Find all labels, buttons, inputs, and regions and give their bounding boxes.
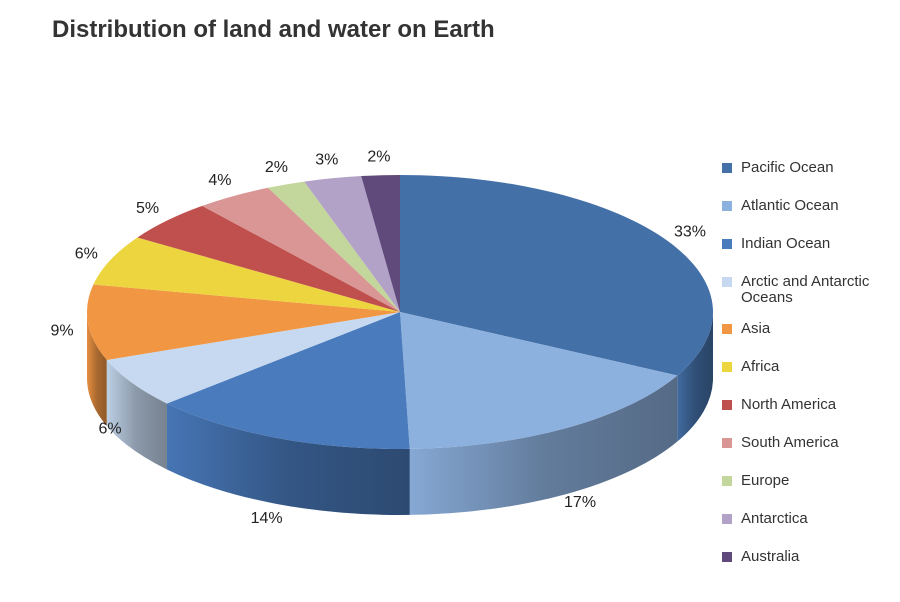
- legend-swatch: [722, 163, 732, 173]
- legend-label: North America: [741, 396, 837, 413]
- legend-item: Pacific Ocean: [722, 160, 897, 176]
- legend-swatch: [722, 201, 732, 211]
- legend-label: Indian Ocean: [741, 235, 831, 252]
- pie-labels: 33% 17% 14% 6% 9% 6% 5% 4% 2% 3% 2%: [50, 148, 706, 527]
- legend-swatch: [722, 514, 732, 524]
- legend-item: Indian Ocean: [722, 236, 897, 252]
- legend-item: Africa: [722, 359, 897, 375]
- data-label: 6%: [98, 420, 121, 437]
- legend-item: Australia: [722, 549, 897, 565]
- legend-item: Arctic and Antarctic Oceans: [722, 274, 897, 306]
- pie-slice-south-america[interactable]: [202, 187, 400, 312]
- legend-label: Atlantic Ocean: [741, 197, 839, 214]
- pie-slice-atlantic-ocean[interactable]: [400, 312, 678, 449]
- pie-side-shade: [106, 359, 167, 470]
- legend-item: North America: [722, 397, 897, 413]
- legend-swatch: [722, 400, 732, 410]
- pie-side-shade: [409, 375, 678, 515]
- legend-item: South America: [722, 435, 897, 451]
- pie-slice-indian-ocean[interactable]: [166, 312, 410, 449]
- data-label: 2%: [367, 148, 390, 165]
- pie-side-shade: [166, 403, 410, 515]
- data-label: 3%: [315, 152, 338, 169]
- legend-item: Europe: [722, 473, 897, 489]
- data-label: 6%: [75, 245, 98, 262]
- data-label: 9%: [50, 322, 73, 339]
- legend-label: Arctic and Antarctic Oceans: [741, 273, 870, 306]
- legend-label: Pacific Ocean: [741, 159, 834, 176]
- chart-legend: Pacific Ocean Atlantic Ocean Indian Ocean A…: [722, 160, 897, 587]
- pie-slice-australia[interactable]: [361, 175, 400, 312]
- data-label: 33%: [674, 224, 706, 241]
- pie-tops: [87, 175, 713, 449]
- legend-swatch: [722, 476, 732, 486]
- legend-swatch: [722, 239, 732, 249]
- legend-swatch: [722, 277, 732, 287]
- legend-swatch: [722, 438, 732, 448]
- pie-slice-arctic-and-antarctic-oceans[interactable]: [106, 312, 400, 404]
- pie-side-shade: [677, 312, 713, 442]
- legend-label: Australia: [741, 548, 800, 565]
- pie-slice-europe[interactable]: [267, 181, 400, 312]
- legend-swatch: [722, 362, 732, 372]
- pie-sides: [87, 312, 713, 515]
- legend-label: South America: [741, 434, 839, 451]
- legend-item: Asia: [722, 321, 897, 337]
- pie-slice-north-america[interactable]: [137, 205, 400, 312]
- legend-label: Europe: [741, 472, 790, 489]
- data-label: 5%: [136, 200, 159, 217]
- pie-slice-africa[interactable]: [93, 237, 400, 312]
- data-label: 2%: [265, 159, 288, 176]
- chart-title: Distribution of land and water on Earth: [52, 16, 495, 43]
- legend-label: Antarctica: [741, 510, 808, 527]
- data-label: 14%: [251, 510, 283, 527]
- pie-side-shade: [87, 312, 107, 426]
- legend-item: Atlantic Ocean: [722, 198, 897, 214]
- legend-item: Antarctica: [722, 511, 897, 527]
- legend-label: Asia: [741, 320, 771, 337]
- data-label: 17%: [564, 494, 596, 511]
- legend-swatch: [722, 324, 732, 334]
- data-label: 4%: [208, 172, 231, 189]
- legend-label: Africa: [741, 358, 780, 375]
- pie-slice-pacific-ocean[interactable]: [400, 175, 713, 376]
- legend-swatch: [722, 552, 732, 562]
- pie-slice-antarctica[interactable]: [304, 176, 400, 312]
- pie-slice-asia[interactable]: [87, 284, 401, 360]
